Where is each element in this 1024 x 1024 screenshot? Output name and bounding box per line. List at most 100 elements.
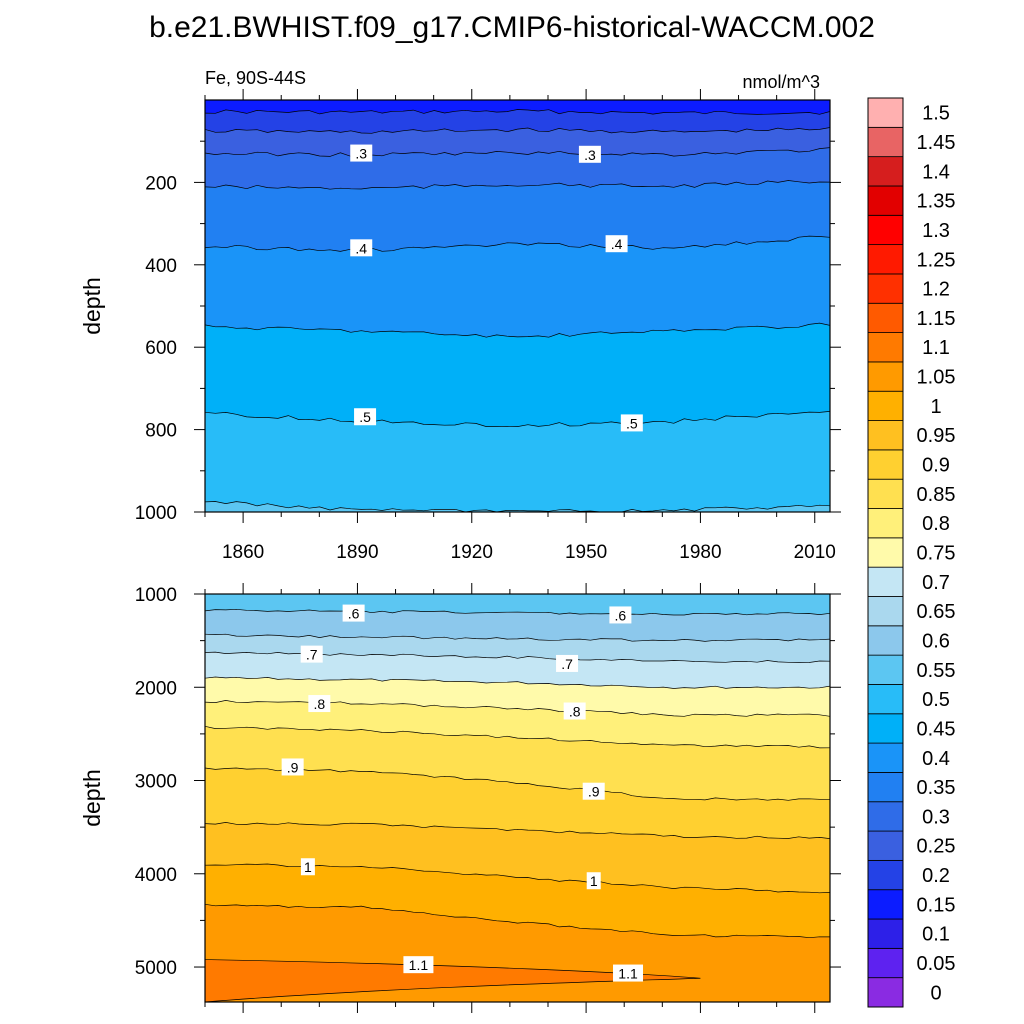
contour-label-box (613, 964, 644, 982)
y-tick-label: 200 (145, 173, 177, 194)
colorbar-label: 1.25 (917, 249, 956, 271)
contour-line (205, 127, 830, 134)
contour-line (205, 322, 830, 338)
colorbar-label: 0.45 (917, 718, 956, 740)
contour-label: .4 (611, 236, 623, 252)
colorbar-swatch (867, 830, 904, 861)
contour-label: .5 (626, 415, 638, 431)
contour-label: .8 (569, 704, 581, 720)
colorbar-label: 0.9 (922, 455, 950, 477)
contour-line (205, 725, 830, 749)
contour-line (205, 822, 830, 839)
y-tick-label: 600 (145, 338, 177, 359)
contour-label: 1 (590, 873, 598, 889)
colorbar-label: 0.35 (917, 777, 956, 799)
lower-panel: .6 .6 .7 .7 .8 .8 .9 .9 1 1 1.1 1.1 1000 2000 3000 4000… (79, 583, 841, 1013)
contour-band (205, 411, 830, 512)
colorbar-swatch (867, 390, 904, 421)
contour-label-box (578, 145, 601, 163)
colorbar-swatch (867, 478, 904, 509)
colorbar-swatch (867, 332, 904, 363)
contour-label: .3 (584, 147, 596, 163)
colorbar-swatch (867, 449, 904, 480)
colorbar-label: 0.65 (917, 601, 956, 623)
contour-line (205, 411, 830, 427)
colorbar-label: 1.4 (922, 161, 950, 183)
contour-label-box (342, 604, 365, 622)
y-axis-label: depth (79, 277, 105, 335)
contour-label-box (605, 235, 628, 253)
colorbar-label: 0.95 (917, 425, 956, 447)
contour-line (205, 608, 830, 616)
colorbar-swatch (867, 508, 904, 539)
colorbar-swatch (867, 97, 904, 128)
colorbar-swatch (867, 537, 904, 568)
y-tick-label: 400 (145, 256, 177, 277)
contour-label-box (586, 872, 601, 890)
y-tick-label: 5000 (135, 958, 177, 979)
contour-label: .9 (588, 784, 600, 800)
contour-label: .5 (359, 409, 371, 425)
y-tick-label: 2000 (135, 678, 177, 699)
contour-label-box (350, 144, 373, 162)
contour-label-box (556, 654, 579, 672)
contour-line (205, 180, 830, 190)
contour-label-box (563, 702, 586, 720)
colorbar-label: 0.1 (922, 924, 950, 946)
contour-label-box (308, 695, 331, 713)
contour-label-box (354, 408, 377, 426)
contour-label-box (403, 956, 434, 974)
contour-label-box (281, 758, 304, 776)
plot-frame (204, 593, 831, 1003)
colorbar-label: 0.85 (917, 484, 956, 506)
y-tick-label: 800 (145, 421, 177, 442)
colorbar-label: 1.35 (917, 191, 956, 213)
colorbar-swatch (867, 654, 904, 685)
colorbar-frame (867, 97, 904, 1008)
contour-line (205, 767, 830, 801)
colorbar-swatch (867, 801, 904, 832)
contour-label: 1 (304, 859, 312, 875)
variable-label: Fe, 90S-44S (205, 68, 306, 88)
contour-line (205, 147, 830, 157)
colorbar-label: 1.45 (917, 132, 956, 154)
contour-label: .7 (306, 647, 318, 663)
colorbar-label: 0.6 (922, 630, 950, 652)
y-tick-label: 1000 (135, 503, 177, 524)
colorbar-label: 0.2 (922, 865, 950, 887)
contour-fills (205, 594, 830, 1002)
colorbar-label: 0.3 (922, 806, 950, 828)
colorbar-label: 1.1 (922, 337, 950, 359)
x-tick-label: 1860 (222, 542, 264, 563)
contour-label-box (350, 239, 373, 257)
colorbar-swatch (867, 713, 904, 744)
colorbar-label: 0.4 (922, 748, 950, 770)
contour-fills (205, 100, 830, 512)
contour-label: .6 (615, 607, 627, 623)
x-tick-label: 1920 (451, 542, 493, 563)
colorbar: 0 0.05 0.1 0.15 0.2 0.25 0.3 0.35 0.4 0.45 0.5 0.55… (867, 97, 956, 1008)
contour-line (205, 501, 830, 512)
colorbar-swatch (867, 742, 904, 773)
colorbar-swatch (867, 214, 904, 246)
colorbar-swatch (867, 947, 904, 979)
y-axis-label: depth (79, 769, 105, 827)
colorbar-label: 0 (930, 982, 941, 1004)
colorbar-swatch (867, 684, 904, 715)
colorbar-swatch (867, 185, 904, 216)
contour-line (205, 676, 830, 689)
colorbar-label: 0.25 (917, 836, 956, 858)
colorbar-label: 0.05 (917, 953, 956, 975)
contour-label: 1.1 (618, 966, 638, 982)
x-tick-label: 1890 (336, 542, 378, 563)
colorbar-label: 0.75 (917, 543, 956, 565)
colorbar-swatch (867, 625, 904, 656)
colorbar-label: 1.5 (922, 103, 950, 125)
contour-line (205, 235, 830, 252)
contour-label: .9 (287, 759, 299, 775)
contour-line (205, 109, 830, 115)
contour-label: 1.1 (409, 957, 429, 973)
contour-label-box (300, 645, 323, 663)
figure-title: b.e21.BWHIST.f09_g17.CMIP6-historical-WA… (149, 11, 875, 44)
